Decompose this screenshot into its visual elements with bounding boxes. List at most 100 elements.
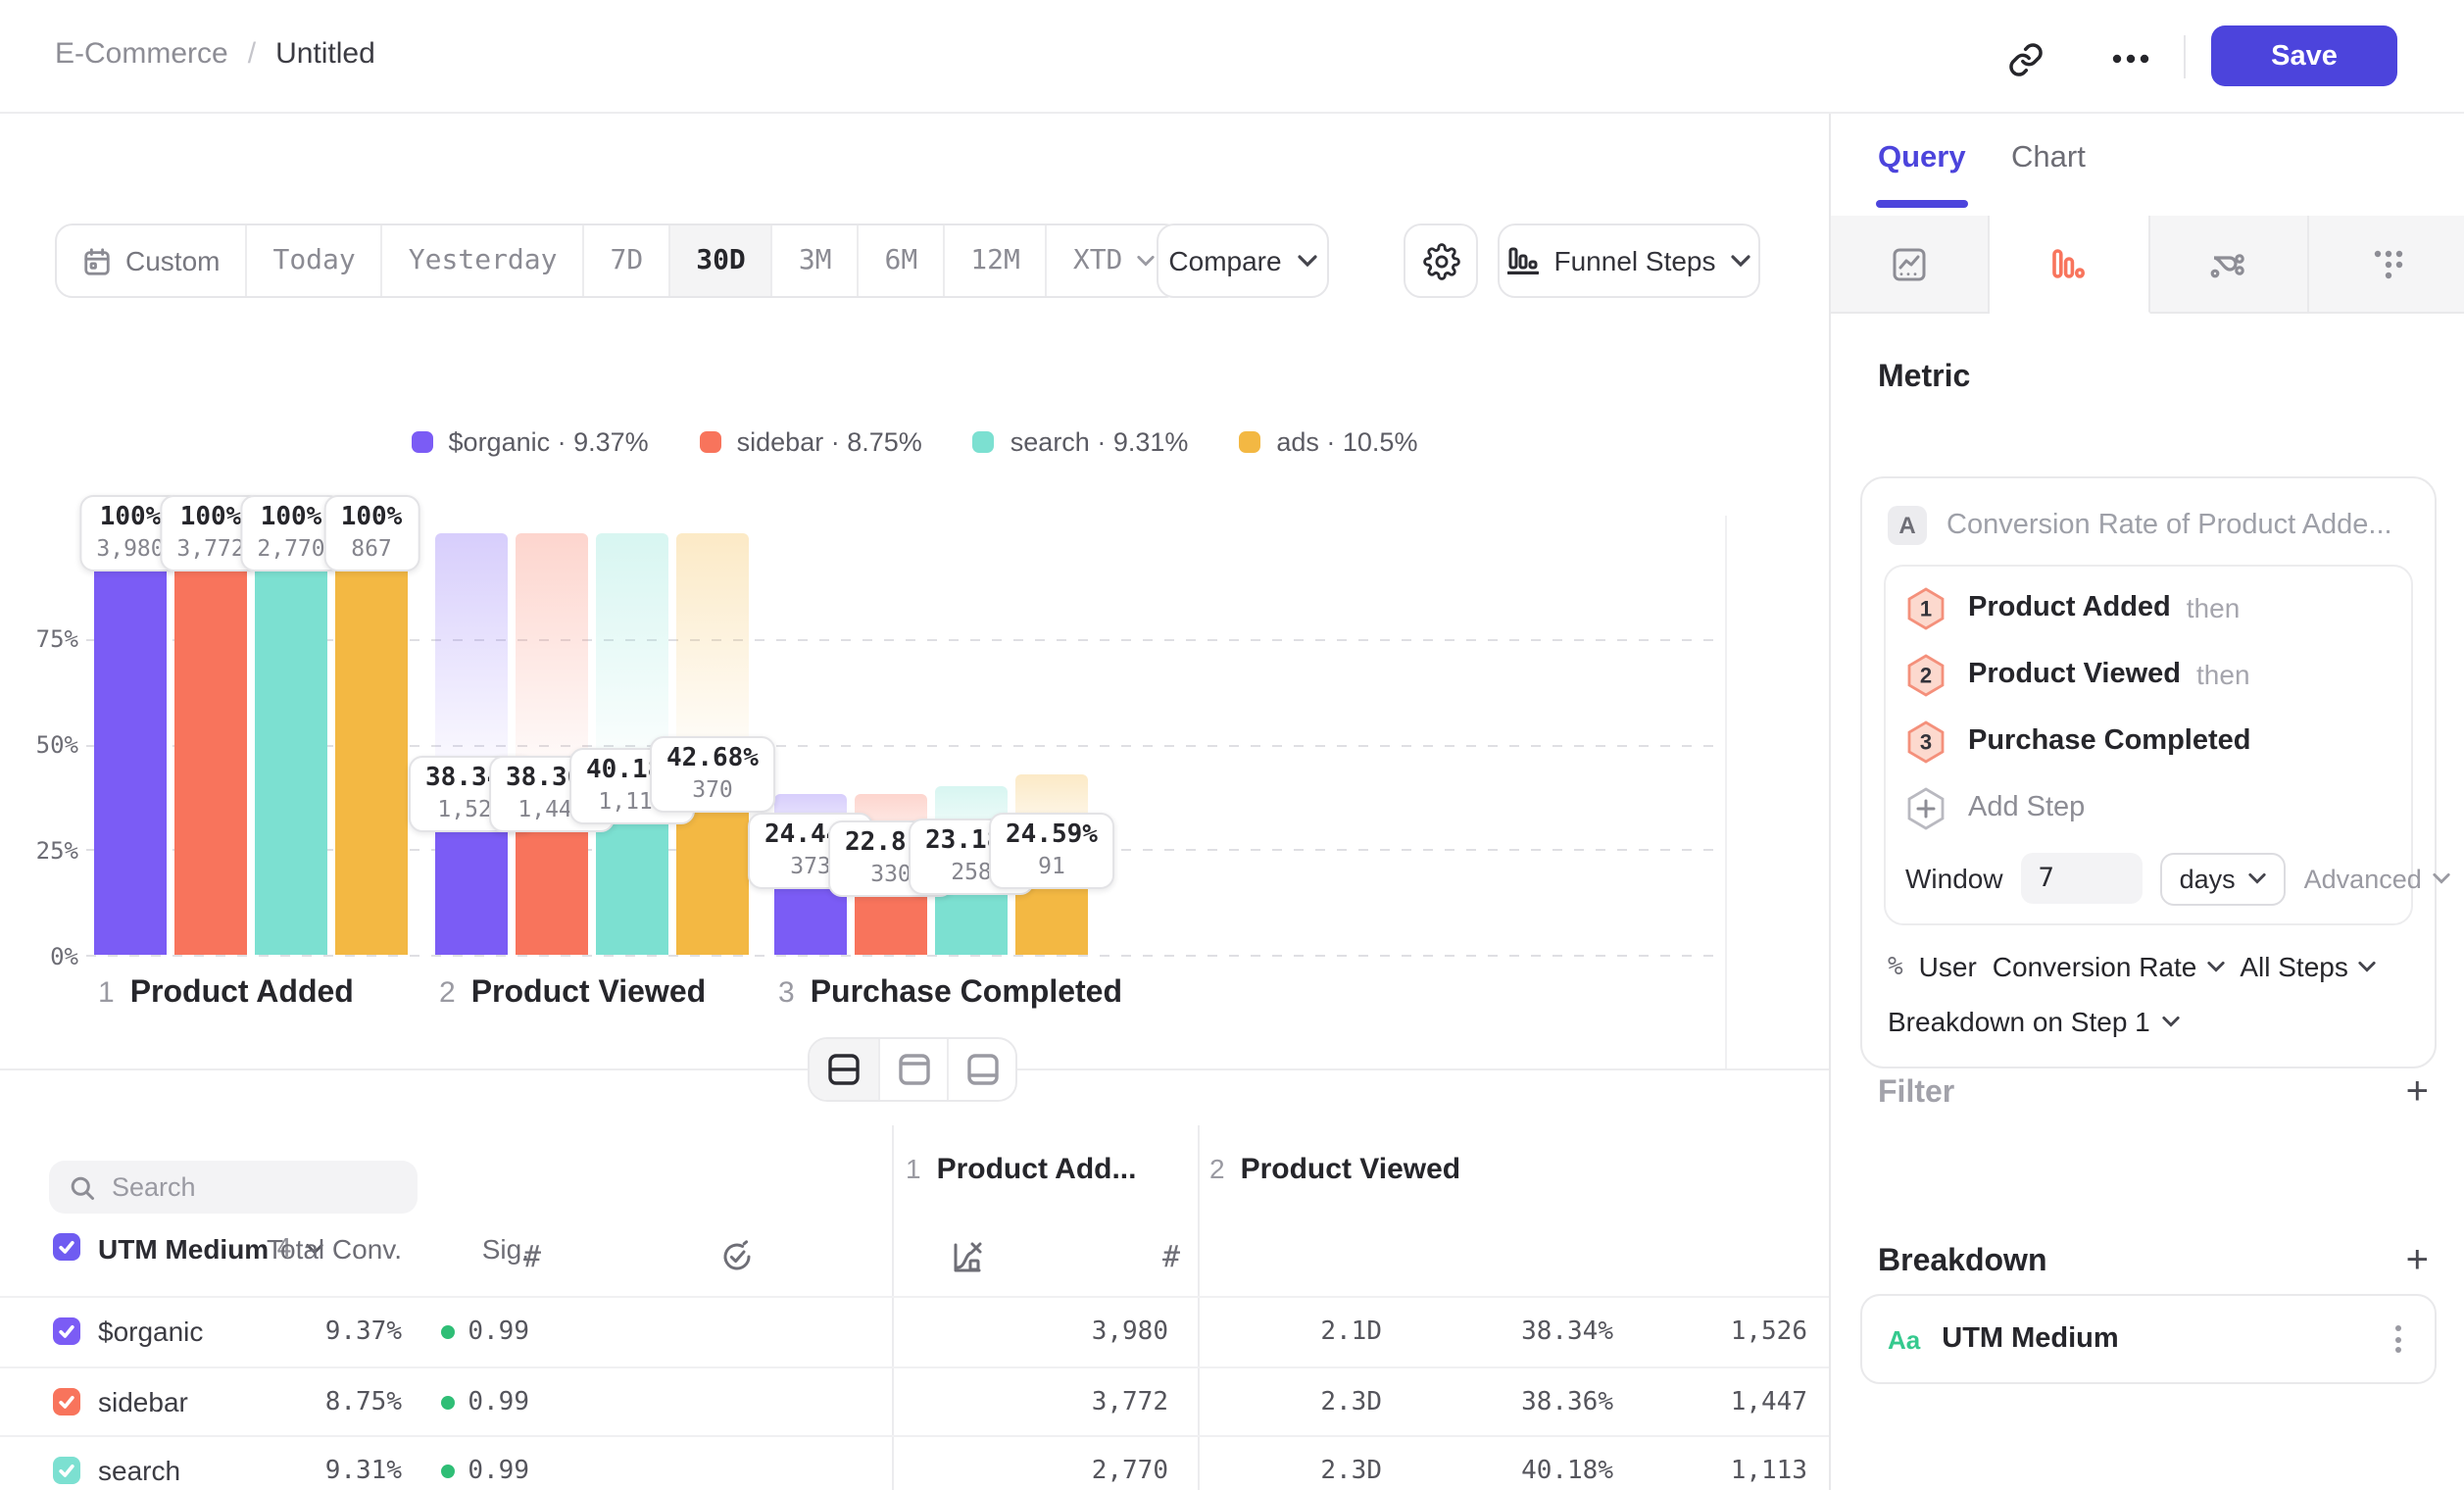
breakdown-item[interactable]: Aa UTM Medium [1860,1294,2437,1384]
table-step2-header[interactable]: 2 Product Viewed [1209,1153,1460,1186]
tab-retention[interactable] [2309,216,2464,314]
cell-significance: 0.99 [440,1387,529,1416]
window-unit-select[interactable]: days [2160,852,2287,905]
metric-step-1[interactable]: 1Product Addedthen [1905,574,2391,641]
cell-step2-count: 1,526 [1731,1317,1807,1347]
top-bar: E-Commerce / Untitled Save [0,0,2464,114]
metric-title: Conversion Rate of Product Adde... [1947,510,2392,541]
step-number: 1 [98,976,115,1010]
report-main: CustomTodayYesterday7D30D3M6M12MXTD Comp… [0,114,1829,1490]
step-name: Product Viewed [471,976,706,1012]
breakdown-on-step-label: Breakdown on Step 1 [1888,1006,2150,1037]
add-step-button[interactable]: Add Step [1905,774,2391,841]
metric-title-row[interactable]: A Conversion Rate of Product Adde... [1884,500,2413,565]
metric-heading: Metric [1878,361,1970,396]
table-row-search[interactable]: search9.31%2,7702.3D40.18%1,1130.99 [0,1435,1829,1490]
ellipsis-icon [2111,53,2150,65]
string-type-icon: Aa [1888,1324,1920,1354]
funnel-chart: 75%50%25%0%100%3,980100%3,772100%2,77010… [0,114,1829,1068]
step-name: Product Add... [937,1153,1137,1186]
step-name: Product Added [130,976,354,1012]
row-checkbox[interactable] [53,1457,80,1484]
breadcrumb-project[interactable]: E-Commerce [55,37,228,71]
row-checkbox[interactable] [53,1317,80,1345]
window-value-input[interactable] [2021,853,2143,904]
breadcrumb-separator: / [248,37,256,71]
row-checkbox[interactable] [53,1387,80,1415]
metric-letter-badge: A [1888,506,1927,545]
step-number: 1 [906,1153,921,1184]
cell-significance: 0.99 [440,1317,529,1347]
cell-step1-count: 3,980 [1092,1317,1168,1347]
kebab-menu-icon[interactable] [2388,1317,2409,1361]
bar-pct: 24.59% [1006,820,1098,850]
y-axis-tick-50%: 50% [4,731,78,759]
step-name: Product Viewed [1241,1153,1461,1186]
metric-step-2[interactable]: 2Product Viewedthen [1905,641,2391,708]
chevron-down-icon [2358,961,2376,972]
tab-insights[interactable] [1831,216,1991,314]
layout-chart-only-button[interactable] [878,1039,947,1100]
y-axis-tick-75%: 75% [4,626,78,654]
bar-value-label: 100%867 [323,495,420,571]
all-steps-label: All Steps [2240,951,2348,982]
chart-step-label-2: 2Product Viewed [439,976,706,1012]
significance-dot [440,1395,454,1409]
tab-chart[interactable]: Chart [2011,141,2086,176]
step-number-hexagon: 1 [1905,585,1947,630]
table-row-sidebar[interactable]: sidebar8.75%3,7722.3D38.36%1,4470.99 [0,1366,1829,1435]
filter-heading: Filter [1878,1076,1954,1112]
more-actions-button[interactable] [2105,33,2156,84]
funnel-bar-organic-step1[interactable] [94,533,167,955]
conversion-window-row: Window days Advanced [1905,841,2391,916]
breakdown-on-step-select[interactable]: Breakdown on Step 1 [1884,982,2413,1045]
counting-user-label[interactable]: User [1919,951,1977,982]
select-all-checkbox[interactable] [53,1233,80,1261]
breadcrumb-report-title[interactable]: Untitled [275,37,375,71]
layout-split-button[interactable] [810,1039,878,1100]
tab-funnels[interactable] [1991,216,2150,314]
funnels-icon [2049,244,2089,283]
cell-conv-rate: 38.34% [1521,1317,1613,1347]
cell-time-to-convert: 2.1D [1320,1317,1382,1347]
chart-right-border [1725,516,1727,1068]
step-suffix: then [2187,592,2241,623]
app-root: E-Commerce / Untitled Save CustomTodayYe… [0,0,2464,1490]
table-step1-header[interactable]: 1 Product Add... [906,1153,1137,1186]
query-panel: Query Chart [1829,114,2464,1490]
link-icon [2006,40,2044,77]
total-conv-column-header[interactable]: Total Conv. [267,1233,402,1265]
sig-value: 0.99 [468,1317,529,1347]
metric-step-3[interactable]: 3Purchase Completed [1905,708,2391,774]
layout-table-only-button[interactable] [947,1039,1015,1100]
advanced-toggle[interactable]: Advanced [2304,864,2451,893]
sig-column-header[interactable]: Sig. [482,1233,529,1265]
bar-pct: 100% [341,503,403,532]
y-axis-tick-25%: 25% [4,837,78,865]
cell-total-conv: 9.37% [325,1317,402,1347]
conversion-rate-select[interactable]: Conversion Rate [1993,951,2225,982]
svg-text:2: 2 [1920,663,1932,687]
retention-icon [2368,244,2407,283]
active-tab-underline [1876,200,1968,208]
significance-dot [440,1325,454,1339]
table-search[interactable] [49,1161,418,1214]
step-event-name: Purchase Completed [1968,725,2251,757]
insights-icon [1890,244,1929,283]
all-steps-select[interactable]: All Steps [2240,951,2376,982]
cell-total-conv: 9.31% [325,1457,402,1486]
funnel-bar-search-step1[interactable] [255,533,327,955]
funnel-bar-sidebar-step1[interactable] [174,533,247,955]
gridline-50% [86,744,1725,746]
save-button[interactable]: Save [2211,25,2397,86]
search-input[interactable] [112,1172,386,1202]
add-filter-button[interactable]: + [2406,1072,2429,1112]
table-row-organic[interactable]: $organic9.37%3,9802.1D38.34%1,5260.99 [0,1296,1829,1366]
tab-query[interactable]: Query [1878,141,1966,176]
group-column-label[interactable]: UTM Medium [98,1233,269,1265]
copy-link-button[interactable] [1999,33,2050,84]
advanced-label: Advanced [2304,864,2422,893]
tab-flows[interactable] [2149,216,2309,314]
funnel-bar-ads-step1[interactable] [335,533,408,955]
add-breakdown-button[interactable]: + [2406,1241,2429,1280]
